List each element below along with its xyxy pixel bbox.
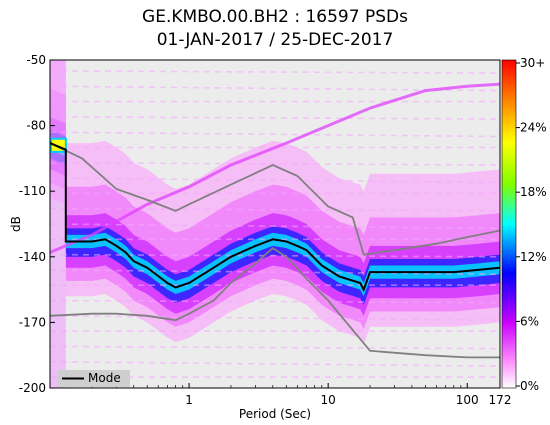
density-streak (50, 177, 500, 184)
x-axis-label: Period (Sec) (239, 407, 311, 421)
colorbar-tick-label: 30+ (520, 56, 545, 70)
density-streak (50, 360, 500, 367)
colorbar-tick-label: 6% (520, 314, 539, 328)
density-streak (50, 315, 500, 322)
density-streak (50, 299, 500, 304)
density-column-short-period (50, 60, 66, 388)
density-streak (50, 116, 500, 120)
y-tick-label: -200 (19, 381, 46, 395)
plot-frame (49, 59, 501, 389)
y-axis-label: dB (9, 216, 23, 232)
chart-title-line1: GE.KMBO.00.BH2 : 16597 PSDs (142, 7, 408, 27)
density-core-blue (50, 130, 500, 305)
chart-title: GE.KMBO.00.BH2 : 16597 PSDs 01-JAN-2017 … (0, 6, 550, 52)
colorbar-tick-label: 12% (520, 250, 547, 264)
colorbar-tick-label: 0% (520, 379, 539, 393)
density-streak (50, 207, 500, 212)
chart-title-line2: 01-JAN-2017 / 25-DEC-2017 (156, 30, 394, 50)
colorbar-tick-label: 24% (520, 121, 547, 135)
legend: Mode (57, 370, 130, 387)
density-streak (50, 345, 500, 350)
x-tick-label: 1 (185, 393, 193, 407)
y-tick-label: -140 (19, 250, 46, 264)
x-tick-label: 172 (489, 393, 512, 407)
density-streak (50, 223, 500, 230)
x-tick-label: 10 (321, 393, 336, 407)
y-tick-label: -50 (26, 53, 46, 67)
colorbar: 0% 6% 12% 18% 24% 30+ (501, 56, 547, 393)
y-tick-label: -110 (19, 184, 46, 198)
x-tick-label: 100 (456, 393, 479, 407)
nhnm-curve (50, 246, 500, 359)
legend-box (57, 370, 130, 387)
y-tick-label: -170 (19, 315, 46, 329)
x-axis: 1 10 100 172 (91, 383, 512, 407)
mode-curve (50, 142, 500, 293)
colorbar-gradient (501, 59, 517, 389)
density-streak (50, 131, 500, 138)
colorbar-tick-label: 18% (520, 185, 547, 199)
psd-density (50, 60, 500, 388)
density-streak (50, 269, 500, 276)
y-axis: -50 -80 -110 -140 -170 -200 (19, 53, 55, 395)
nlnm-curve (50, 142, 500, 256)
density-streak (50, 161, 500, 166)
density-streak (50, 70, 500, 74)
y-tick-label: -80 (26, 119, 46, 133)
density-secondary-track (50, 82, 500, 254)
density-streak (50, 253, 500, 258)
legend-mode-label: Mode (88, 371, 121, 385)
